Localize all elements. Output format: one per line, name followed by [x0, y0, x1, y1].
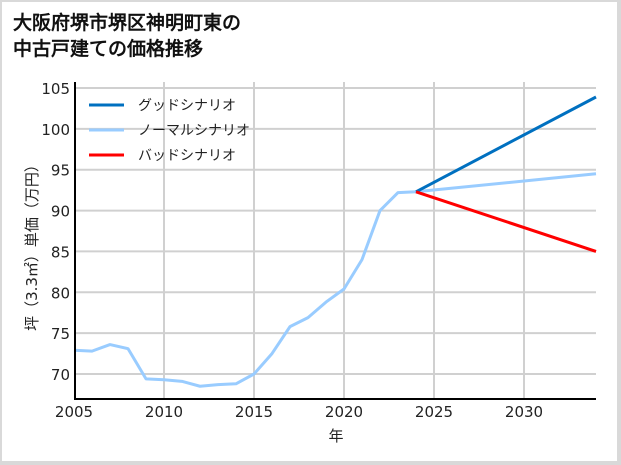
chart-title-line1: 大阪府堺市堺区神明町東の: [13, 12, 242, 34]
x-axis-label: 年: [328, 427, 343, 445]
y-tick-label: 100: [41, 121, 70, 139]
series-line: [73, 172, 597, 388]
axes: [74, 82, 596, 400]
series-line: [415, 95, 597, 194]
legend-label: グッドシナリオ: [138, 98, 236, 114]
chart-panel: [2, 2, 617, 461]
legend-label: ノーマルシナリオ: [138, 123, 250, 139]
y-tick-label: 95: [51, 162, 70, 180]
chart-title-line2: 中古戸建ての価格推移: [13, 38, 204, 60]
series-line: [415, 190, 597, 253]
y-tick-label: 90: [51, 203, 70, 221]
x-tick-label: 2020: [325, 403, 363, 421]
data-series: [73, 95, 597, 388]
x-tick-label: 2010: [145, 403, 183, 421]
y-tick-label: 70: [51, 366, 70, 384]
chart-title: 大阪府堺市堺区神明町東の 中古戸建ての価格推移: [13, 10, 241, 62]
tick-labels: 70 75 80 85 90 95 100 105 2005 2010 2015 2020 2025 20…: [41, 80, 543, 421]
legend-label: バッドシナリオ: [138, 148, 236, 164]
y-tick-label: 85: [51, 243, 70, 261]
x-tick-label: 2025: [415, 403, 453, 421]
y-tick-label: 105: [41, 80, 70, 98]
y-tick-label: 80: [51, 284, 70, 302]
y-axis-label: 坪（3.3㎡）単価（万円）: [23, 157, 41, 331]
x-tick-label: 2030: [505, 403, 543, 421]
grid-lines: [75, 82, 596, 399]
y-tick-label: 75: [51, 325, 70, 343]
x-tick-label: 2005: [55, 403, 93, 421]
x-tick-label: 2015: [235, 403, 273, 421]
